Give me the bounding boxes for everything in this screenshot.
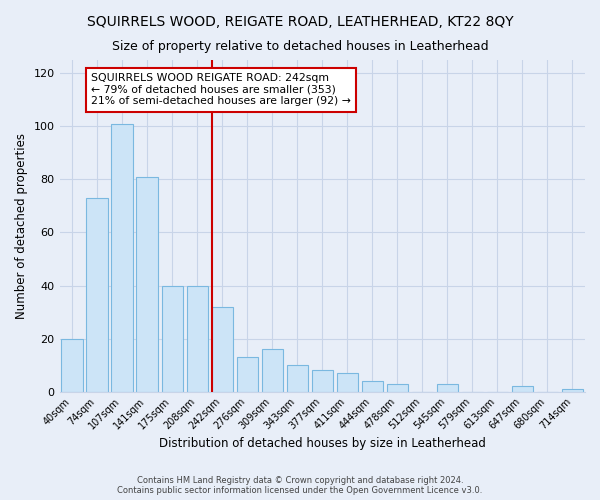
Bar — [61, 338, 83, 392]
Bar — [112, 124, 133, 392]
Bar — [236, 357, 258, 392]
Bar — [387, 384, 408, 392]
Bar — [337, 373, 358, 392]
Bar — [512, 386, 533, 392]
Bar — [287, 365, 308, 392]
Bar — [562, 389, 583, 392]
Bar — [161, 286, 183, 392]
Bar — [187, 286, 208, 392]
Bar — [136, 176, 158, 392]
Bar — [437, 384, 458, 392]
Bar — [212, 307, 233, 392]
Bar — [86, 198, 108, 392]
X-axis label: Distribution of detached houses by size in Leatherhead: Distribution of detached houses by size … — [159, 437, 486, 450]
Text: SQUIRRELS WOOD, REIGATE ROAD, LEATHERHEAD, KT22 8QY: SQUIRRELS WOOD, REIGATE ROAD, LEATHERHEA… — [86, 15, 514, 29]
Text: Size of property relative to detached houses in Leatherhead: Size of property relative to detached ho… — [112, 40, 488, 53]
Text: SQUIRRELS WOOD REIGATE ROAD: 242sqm
← 79% of detached houses are smaller (353)
2: SQUIRRELS WOOD REIGATE ROAD: 242sqm ← 79… — [91, 74, 351, 106]
Bar — [262, 349, 283, 392]
Bar — [362, 381, 383, 392]
Y-axis label: Number of detached properties: Number of detached properties — [15, 133, 28, 319]
Text: Contains HM Land Registry data © Crown copyright and database right 2024.
Contai: Contains HM Land Registry data © Crown c… — [118, 476, 482, 495]
Bar — [311, 370, 333, 392]
